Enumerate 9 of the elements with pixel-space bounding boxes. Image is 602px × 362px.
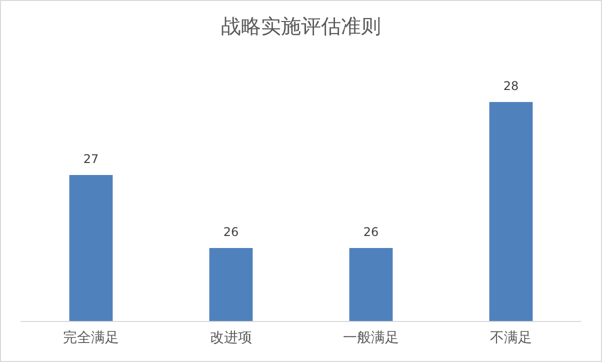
x-tick-label: 一般满足 (343, 330, 399, 346)
data-label: 28 (503, 79, 519, 93)
x-tick-label: 改进项 (210, 330, 252, 346)
data-label: 27 (83, 152, 99, 166)
x-tick-label: 不满足 (490, 330, 532, 346)
data-label: 26 (363, 225, 379, 239)
chart-title: 战略实施评估准则 (221, 14, 381, 38)
x-tick-label: 完全满足 (63, 330, 119, 346)
data-label: 26 (223, 225, 239, 239)
